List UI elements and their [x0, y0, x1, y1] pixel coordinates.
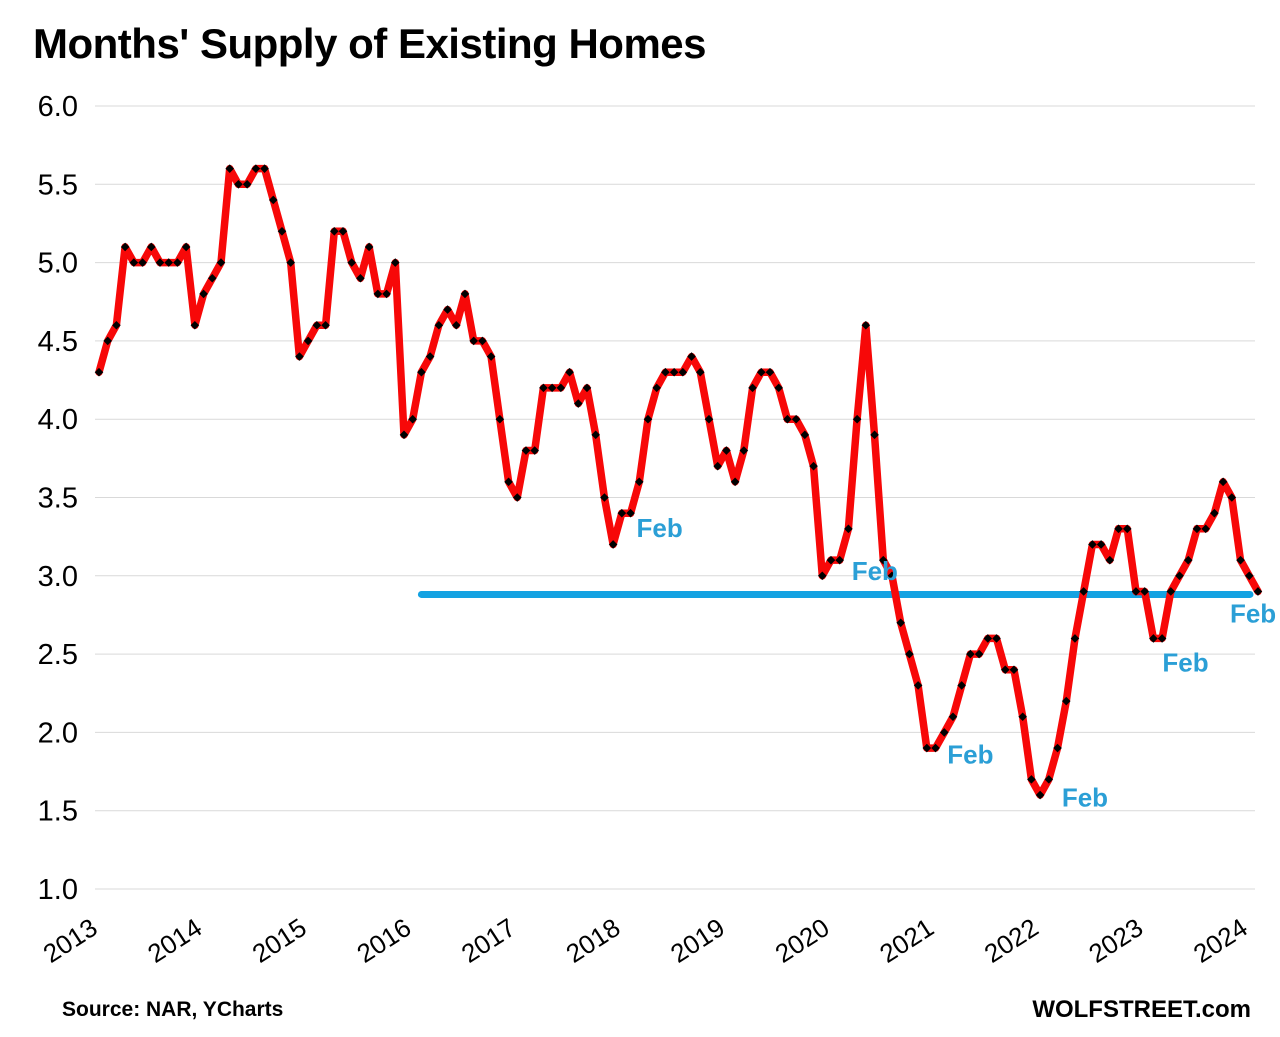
- y-axis-tick-label: 4.5: [38, 326, 78, 358]
- feb-annotation: Feb: [637, 513, 683, 543]
- brand-label: WOLFSTREET.com: [1032, 996, 1251, 1023]
- x-axis-tick-label: 2020: [770, 912, 835, 969]
- y-axis-tick-label: 2.0: [38, 717, 78, 749]
- y-axis-tick-label: 5.5: [38, 169, 78, 201]
- y-axis-tick-label: 3.0: [38, 561, 78, 593]
- feb-annotation: Feb: [852, 556, 898, 586]
- x-axis-tick-label: 2015: [247, 912, 312, 969]
- x-axis-tick-label: 2014: [142, 912, 207, 969]
- x-axis-tick-label: 2018: [561, 912, 626, 969]
- x-axis-tick-label: 2021: [874, 912, 939, 969]
- x-axis-tick-label: 2017: [456, 912, 521, 969]
- feb-annotation: Feb: [947, 739, 993, 769]
- feb-annotation: Feb: [1230, 598, 1276, 628]
- feb-annotation: Feb: [1062, 782, 1108, 812]
- x-axis-tick-label: 2022: [979, 912, 1044, 969]
- source-label: Source: NAR, YCharts: [62, 998, 284, 1021]
- feb-annotation: Feb: [1162, 647, 1208, 677]
- y-axis-tick-label: 1.0: [38, 874, 78, 906]
- x-axis-tick-label: 2024: [1188, 912, 1253, 969]
- y-axis-tick-label: 5.0: [38, 248, 78, 280]
- y-axis-tick-label: 6.0: [38, 91, 78, 123]
- chart-title: Months' Supply of Existing Homes: [33, 20, 707, 67]
- y-axis-tick-label: 3.5: [38, 483, 78, 515]
- supply-line: [95, 164, 1262, 799]
- y-axis-tick-label: 1.5: [38, 796, 78, 828]
- x-axis-tick-label: 2016: [351, 912, 416, 969]
- data-point-markers: [94, 164, 1263, 800]
- y-axis-tick-label: 2.5: [38, 639, 78, 671]
- x-axis-tick-label: 2019: [665, 912, 730, 969]
- x-axis-tick-label: 2023: [1083, 912, 1148, 969]
- x-axis-tick-label: 2013: [38, 912, 103, 969]
- y-axis-tick-label: 4.0: [38, 404, 78, 436]
